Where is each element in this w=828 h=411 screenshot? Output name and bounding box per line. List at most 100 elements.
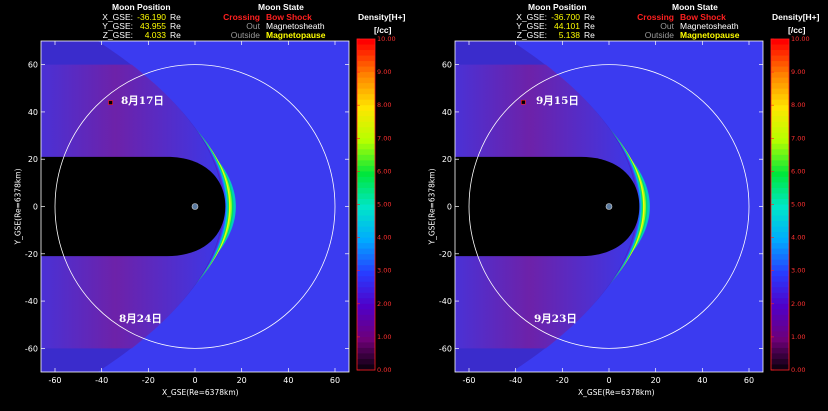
colorbar-segment: [357, 77, 375, 84]
x-gse-unit: Re: [170, 12, 181, 22]
colorbar-segment: [357, 358, 375, 366]
colorbar-tick-label: 5.00: [377, 201, 391, 209]
y-tick-label: -20: [25, 250, 38, 259]
colorbar-segment: [357, 94, 375, 101]
colorbar-segment: [771, 204, 789, 211]
moon-orbit: [468, 64, 750, 349]
colorbar-segment: [357, 309, 375, 316]
colorbar-segment: [357, 342, 375, 349]
colorbar-segment: [771, 221, 789, 228]
colorbar-tick-label: 3.00: [791, 267, 805, 275]
colorbar-tick-label: 1.00: [377, 333, 391, 341]
colorbar-segment: [771, 298, 789, 305]
colorbar-segment: [771, 83, 789, 90]
colorbar-segment: [771, 116, 789, 123]
colorbar-segment: [771, 110, 789, 117]
colorbar-segment: [771, 165, 789, 172]
x-gse-label: X_GSE:: [516, 12, 547, 22]
colorbar-segment: [357, 221, 375, 228]
colorbar-segment: [771, 292, 789, 299]
colorbar-tick-label: 3.00: [377, 267, 391, 275]
state-region-magnetosheath: Magnetosheath: [680, 21, 739, 31]
colorbar-segment: [771, 248, 789, 255]
z-gse-unit: Re: [170, 30, 181, 40]
colorbar-segment: [357, 149, 375, 156]
colorbar-segment: [357, 72, 375, 79]
colorbar-segment: [771, 61, 789, 68]
colorbar-segment: [357, 187, 375, 195]
x-tick-label: 0: [606, 376, 611, 385]
colorbar-tick-label: 2.00: [377, 300, 391, 308]
colorbar-tick-label: 8.00: [791, 101, 805, 109]
colorbar-segment: [771, 232, 789, 239]
colorbar-segment: [357, 182, 375, 189]
colorbar-segment: [771, 210, 789, 217]
x-tick-label: -20: [142, 376, 155, 385]
state-status-outside: Outside: [230, 30, 260, 40]
colorbar-segment: [771, 66, 789, 73]
colorbar-segment: [357, 259, 375, 266]
colorbar-tick-label: 6.00: [377, 167, 391, 175]
y-tick-label: 40: [28, 108, 38, 117]
y-gse-value: 43.955: [140, 21, 166, 31]
colorbar-segment: [771, 325, 789, 332]
colorbar-tick-label: 0.00: [791, 366, 805, 374]
colorbar-segment: [771, 88, 789, 95]
x-tick-label: -40: [95, 376, 108, 385]
colorbar-segment: [771, 358, 789, 366]
state-region-bow-shock: Bow Shock: [680, 12, 726, 22]
colorbar-segment: [357, 66, 375, 73]
x-tick-label: 60: [330, 376, 340, 385]
colorbar-segment: [771, 39, 789, 46]
colorbar-segment: [357, 270, 375, 277]
colorbar-segment: [771, 281, 789, 288]
colorbar-segment: [357, 165, 375, 172]
earth-icon: [191, 203, 199, 210]
y-axis-label: Y_GSE(Re=6378km): [427, 168, 437, 245]
plot-content: [455, 41, 750, 372]
colorbar-segment: [357, 276, 375, 283]
date-bottom: 9月23日: [534, 313, 577, 325]
colorbar-segment: [771, 143, 789, 150]
colorbar-segment: [357, 314, 375, 321]
colorbar-segment: [357, 50, 375, 57]
colorbar-segment: [357, 160, 375, 167]
colorbar-segment: [357, 176, 375, 184]
colorbar-segment: [357, 331, 375, 338]
colorbar-segment: [357, 336, 375, 344]
y-tick-label: 0: [447, 203, 452, 212]
colorbar-segment: [771, 77, 789, 84]
colorbar-tick-label: 0.00: [377, 366, 391, 374]
colorbar-segment: [357, 193, 375, 200]
colorbar-tick-label: 6.00: [791, 167, 805, 175]
colorbar-tick-label: 4.00: [377, 234, 391, 242]
colorbar-segment: [771, 215, 789, 222]
colorbar-segment: [771, 353, 789, 360]
colorbar-segment: [357, 88, 375, 95]
colorbar-segment: [357, 210, 375, 217]
x-tick-label: 0: [192, 376, 197, 385]
y-gse-label: Y_GSE:: [102, 21, 133, 31]
x-axis-label: X_GSE(Re=6378km): [162, 388, 239, 397]
z-gse-label: Z_GSE:: [516, 30, 547, 40]
colorbar-segment: [357, 127, 375, 134]
colorbar-segment: [771, 259, 789, 266]
colorbar-segment: [771, 336, 789, 344]
state-status-crossing: Crossing: [637, 12, 674, 22]
colorbar-segment: [357, 116, 375, 123]
magnetosphere-plot: -60 -40 -20 0 20 40 60 60 40 20 0 -20 -40 -60 10.00 9.0…: [439, 35, 810, 385]
colorbar-segment: [357, 105, 375, 112]
x-tick-label: 20: [237, 376, 247, 385]
colorbar-segment: [771, 50, 789, 57]
colorbar-segment: [357, 110, 375, 117]
colorbar-segment: [357, 303, 375, 310]
colorbar-segment: [771, 287, 789, 294]
x-tick-label: -20: [556, 376, 569, 385]
panel-right: Moon Position X_GSE: -36.700 Re Y_GSE: 4…: [414, 0, 828, 411]
colorbar-segment: [771, 254, 789, 261]
colorbar-segment: [357, 171, 375, 178]
colorbar-segment: [357, 298, 375, 305]
y-tick-label: 60: [28, 61, 38, 70]
density-unit: [/cc]: [374, 25, 392, 35]
colorbar-segment: [771, 193, 789, 200]
